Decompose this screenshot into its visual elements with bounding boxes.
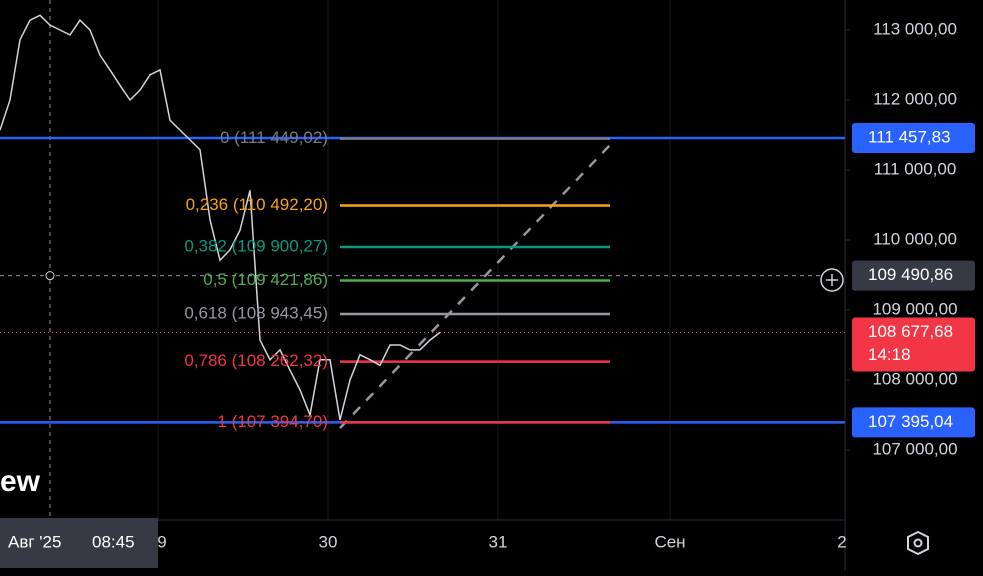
price-tag [852,317,975,372]
y-tick-label: 111 000,00 [874,159,957,178]
fib-label: 0,5 (109 421,86) [203,270,328,289]
fib-label: 0,618 (108 943,45) [184,303,328,322]
fib-label: 0,236 (110 492,20) [186,195,328,214]
y-tick-label: 109 000,00 [872,299,957,318]
add-button[interactable] [820,268,844,292]
x-tick-label: 30 [319,532,338,551]
settings-icon [913,538,923,548]
price-tag [852,407,975,438]
fib-label: 0,786 (108 262,32) [184,351,328,370]
fib-label: 0,382 (109 900,27) [184,236,328,255]
price-tag [852,122,975,153]
fib-label: 0 (111 449,02) [220,128,328,147]
price-tag-label: 109 490,86 [868,265,953,284]
price-tag-label: 107 395,04 [868,412,953,431]
x-tick-label: Сен [654,532,685,551]
y-tick-label: 110 000,00 [873,229,957,248]
price-tag-countdown: 14:18 [868,345,911,364]
price-line-series [0,14,441,421]
settings-button[interactable] [907,530,929,556]
price-tag-label: 108 677,68 [868,322,953,341]
crosshair-date: Авг '25 [8,532,61,551]
crosshair-time-box [0,518,158,568]
x-tick-label: 31 [489,532,508,551]
watermark: ew [0,465,41,498]
trend-line [339,144,611,429]
fib-label: 1 (107 394,70) [217,412,328,431]
add-icon [826,274,838,286]
y-tick-label: 112 000,00 [873,89,957,108]
price-tag-label: 111 457,83 [868,127,951,146]
y-tick-label: 108 000,00 [872,369,957,388]
price-tag [852,260,975,291]
y-tick-label: 107 000,00 [872,439,957,458]
grid [157,0,671,520]
crosshair-dot [45,271,55,281]
x-tick-label: 2 [837,532,846,551]
y-tick-label: 113 000,00 [873,19,957,38]
crosshair-time: 08:45 [92,532,135,551]
x-tick-label: 9 [157,532,166,551]
